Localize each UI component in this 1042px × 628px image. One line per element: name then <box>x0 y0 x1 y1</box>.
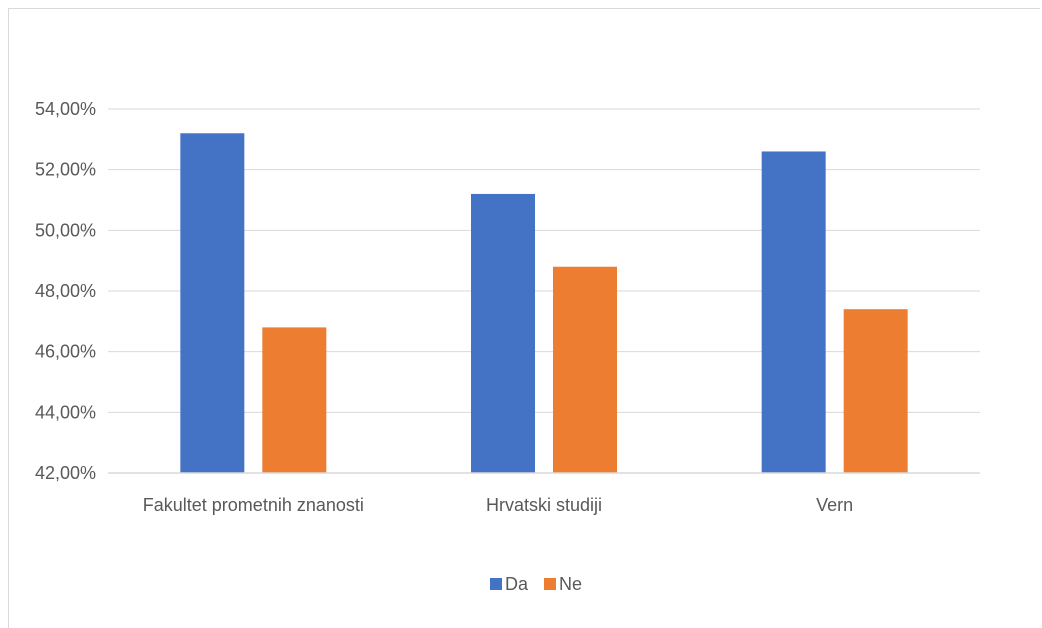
bar-ne <box>262 327 327 473</box>
y-tick-label: 42,00% <box>35 463 96 483</box>
legend-label-da: Da <box>505 574 529 594</box>
y-tick-label: 46,00% <box>35 342 96 362</box>
y-tick-label: 50,00% <box>35 220 96 240</box>
bar-ne <box>843 309 908 473</box>
y-tick-label: 48,00% <box>35 281 96 301</box>
bar-ne <box>553 266 617 473</box>
legend-swatch-ne <box>544 578 556 590</box>
bars <box>180 133 908 473</box>
legend-label-ne: Ne <box>559 574 582 594</box>
y-tick-label: 52,00% <box>35 160 96 180</box>
x-axis-ticks: Fakultet prometnih znanosti Hrvatski stud… <box>143 495 853 515</box>
x-tick-label: Fakultet prometnih znanosti <box>143 495 364 515</box>
legend-swatch-da <box>490 578 502 590</box>
bar-da <box>471 193 535 473</box>
legend: Da Ne <box>490 574 582 594</box>
bar-da <box>761 151 826 473</box>
bar-da <box>180 133 245 473</box>
y-tick-label: 54,00% <box>35 99 96 119</box>
x-tick-label: Hrvatski studiji <box>486 495 602 515</box>
y-tick-label: 44,00% <box>35 402 96 422</box>
y-axis-ticks: 42,00% 44,00% 46,00% 48,00% 50,00% 52,00% 54,0… <box>35 99 96 483</box>
x-tick-label: Vern <box>816 495 853 515</box>
gridlines <box>108 108 980 413</box>
